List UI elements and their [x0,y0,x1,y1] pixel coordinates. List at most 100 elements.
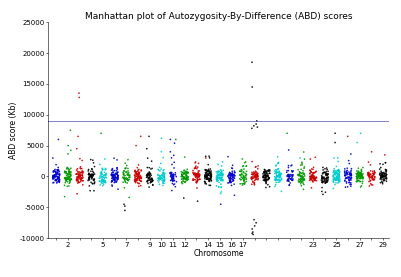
Point [231,175,237,179]
Point [357,176,363,181]
Point [50,177,56,181]
Point [102,168,108,172]
Point [333,176,340,181]
Point [109,167,115,171]
Point [74,191,80,196]
Point [218,176,224,181]
Point [241,176,247,181]
Point [66,171,73,176]
Point [205,173,211,178]
Point [273,171,279,176]
Point [97,183,103,187]
Point [381,172,387,176]
Point [66,184,72,188]
Point [76,175,82,179]
Point [275,160,282,165]
Point [168,171,174,176]
Point [80,169,86,174]
Point [111,177,118,182]
Point [179,176,186,181]
Point [324,173,331,178]
Point [372,171,378,175]
Point [196,177,203,181]
Point [381,173,387,178]
Point [322,180,328,185]
Point [51,174,57,179]
Point [324,178,330,183]
Point [360,172,366,176]
Point [54,171,60,175]
Point [182,155,188,159]
Point [336,167,342,172]
Point [334,172,341,176]
Point [124,177,130,181]
Point [138,168,144,172]
Point [238,178,244,182]
Point [335,172,342,177]
Point [110,173,116,178]
Point [65,176,71,181]
Point [383,174,389,179]
Point [239,173,245,177]
Point [85,177,92,181]
Point [344,173,350,177]
Point [219,170,225,174]
Point [89,175,95,179]
Point [275,167,282,171]
Point [121,177,128,181]
Point [321,170,328,175]
Point [265,168,271,173]
Point [132,169,138,173]
Point [125,169,131,173]
Point [55,165,61,170]
Point [308,169,314,173]
Point [243,177,249,181]
Point [136,172,142,177]
Point [298,167,304,171]
Point [144,147,150,151]
Point [148,167,154,171]
Point [89,172,95,176]
Point [136,178,142,182]
Point [321,175,327,179]
Point [321,177,328,181]
Point [89,175,95,180]
Point [267,168,273,172]
Point [74,175,80,179]
Point [160,177,166,181]
Point [332,140,338,145]
Point [358,171,365,175]
Point [65,166,71,170]
Point [125,178,132,183]
Point [229,171,236,175]
Point [310,176,317,180]
Point [109,178,115,183]
Point [125,172,131,177]
Point [355,172,361,176]
Point [144,173,150,178]
Point [158,173,164,178]
Point [308,176,315,181]
Point [370,171,377,176]
Point [239,164,246,169]
Point [121,186,128,190]
Point [145,171,152,176]
Point [115,173,121,178]
Point [275,174,281,178]
Point [313,175,320,179]
Point [155,173,161,178]
Point [297,156,303,160]
Point [255,173,261,178]
Point [219,174,225,178]
Point [132,170,139,175]
Point [365,173,371,177]
Point [276,178,282,183]
Point [113,177,119,181]
Point [123,176,130,180]
Point [217,173,224,177]
Point [286,179,292,183]
Point [249,177,255,182]
Point [195,177,202,182]
Point [114,170,121,175]
Point [90,173,96,177]
